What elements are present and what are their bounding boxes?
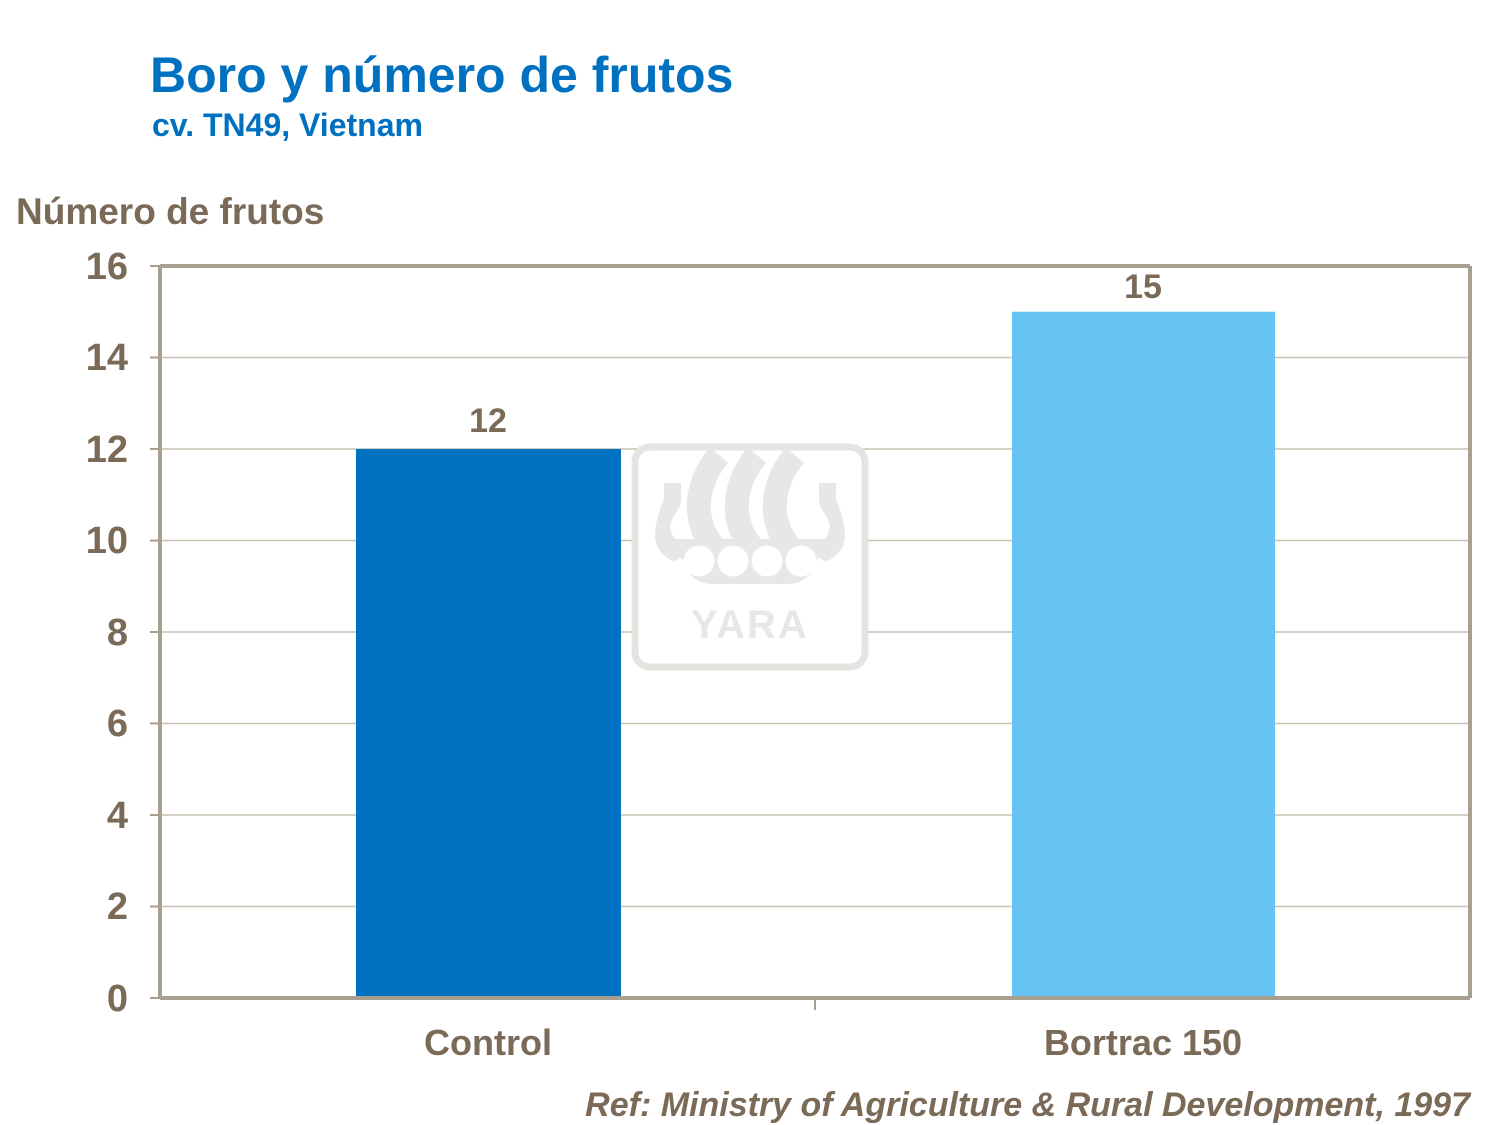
svg-text:14: 14 [86,337,128,379]
svg-text:YARA: YARA [691,603,809,647]
svg-text:Ref: Ministry of Agriculture &: Ref: Ministry of Agriculture & Rural Dev… [585,1086,1472,1124]
svg-text:10: 10 [86,520,128,562]
svg-text:4: 4 [107,795,128,837]
svg-text:Control: Control [424,1022,552,1063]
svg-text:2: 2 [107,886,128,928]
svg-text:16: 16 [86,246,128,288]
svg-text:12: 12 [469,402,507,440]
svg-text:8: 8 [107,612,128,654]
svg-text:12: 12 [86,429,128,471]
svg-text:6: 6 [107,703,128,745]
svg-text:Bortrac 150: Bortrac 150 [1044,1022,1242,1063]
svg-text:15: 15 [1124,268,1162,306]
svg-text:0: 0 [107,978,128,1020]
